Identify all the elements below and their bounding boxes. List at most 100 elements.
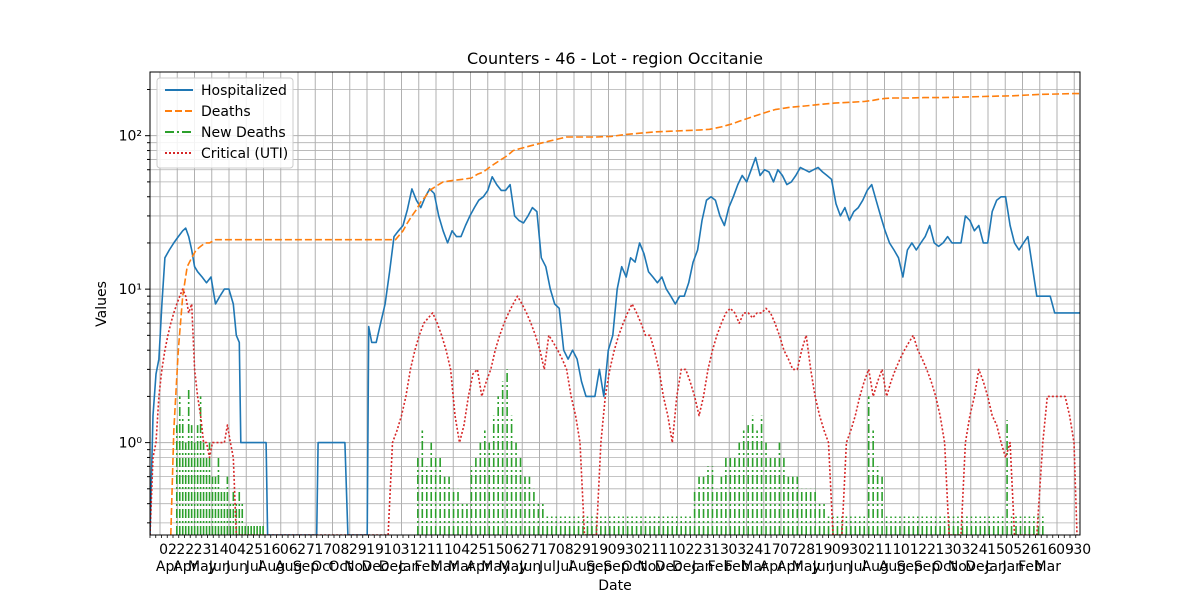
x-tick-day-label: 21: [642, 542, 660, 558]
x-tick-month-label: Apr: [760, 559, 784, 575]
x-tick-month-label: May: [188, 559, 217, 575]
x-tick-day-label: 19: [815, 542, 833, 558]
x-tick-day-label: 21: [418, 542, 436, 558]
x-tick-month-label: Oct: [328, 559, 353, 575]
x-tick-month-label: Jan: [1001, 559, 1024, 575]
x-tick-month-label: Dec: [672, 559, 699, 575]
x-tick-month-label: Apr: [777, 559, 801, 575]
x-tick-month-label: Feb: [708, 559, 733, 575]
x-tick-day-label: 23: [194, 542, 212, 558]
series-line-deaths: [170, 92, 1080, 535]
x-tick-day-label: 17: [314, 542, 332, 558]
x-tick-month-label: Apr: [156, 559, 180, 575]
x-tick-day-label: 11: [659, 542, 677, 558]
x-axis-label: Date: [598, 578, 631, 594]
x-tick-month-label: Oct: [311, 559, 336, 575]
x-tick-month-label: Jan: [984, 559, 1007, 575]
x-tick-day-label: 09: [1056, 542, 1074, 558]
x-tick-day-label: 19: [590, 542, 608, 558]
x-tick-day-label: 17: [763, 542, 781, 558]
x-tick-day-label: 19: [366, 542, 384, 558]
x-tick-day-label: 16: [263, 542, 281, 558]
x-tick-month-label: Nov: [948, 559, 975, 575]
plot-frame: [149, 71, 1081, 536]
x-tick-day-label: 15: [487, 542, 505, 558]
x-tick-month-label: Jul: [555, 559, 573, 575]
x-tick-day-label: 29: [573, 542, 591, 558]
x-tick-day-label: 22: [176, 542, 194, 558]
legend-new-deaths-label: New Deaths: [201, 125, 286, 141]
x-tick-day-label: 14: [211, 542, 229, 558]
x-tick-month-label: Apr: [466, 559, 490, 575]
x-tick-month-label: Jan: [398, 559, 421, 575]
x-tick-day-label: 03: [728, 542, 746, 558]
x-tick-month-label: Jun: [225, 559, 248, 575]
x-tick-month-label: Jul: [849, 559, 867, 575]
x-tick-month-label: Sep: [603, 559, 630, 575]
x-tick-month-label: Dec: [655, 559, 682, 575]
x-tick-month-label: Aug: [568, 559, 595, 575]
x-tick-day-label: 25: [245, 542, 263, 558]
x-tick-day-label: 04: [228, 542, 246, 558]
tick-layer: 10⁰10¹10²02Apr22Apr23May14Jun04Jun25Jul1…: [119, 88, 1091, 575]
x-tick-day-label: 07: [780, 542, 798, 558]
x-tick-month-label: Aug: [258, 559, 285, 575]
x-tick-day-label: 11: [435, 542, 453, 558]
x-tick-day-label: 09: [608, 542, 626, 558]
legend: Hospitalized Deaths New Deaths Critical …: [156, 77, 294, 169]
y-tick-label: 10²: [119, 129, 142, 145]
x-tick-day-label: 28: [797, 542, 815, 558]
x-tick-day-label: 04: [452, 542, 470, 558]
x-tick-month-label: Feb: [1018, 559, 1043, 575]
x-tick-month-label: Dec: [379, 559, 406, 575]
x-tick-month-label: Jun: [208, 559, 231, 575]
x-tick-day-label: 31: [401, 542, 419, 558]
x-tick-day-label: 17: [539, 542, 557, 558]
x-tick-month-label: Mar: [1035, 559, 1062, 575]
x-tick-day-label: 27: [297, 542, 315, 558]
x-tick-day-label: 06: [504, 542, 522, 558]
x-tick-day-label: 13: [935, 542, 953, 558]
series-line-critical-uti: [150, 288, 1078, 535]
x-tick-month-label: Apr: [173, 559, 197, 575]
x-tick-month-label: May: [792, 559, 821, 575]
x-tick-day-label: 24: [970, 542, 988, 558]
x-tick-month-label: Aug: [862, 559, 889, 575]
x-tick-day-label: 30: [1073, 542, 1091, 558]
x-tick-month-label: Oct: [622, 559, 647, 575]
x-tick-day-label: 16: [1039, 542, 1057, 558]
x-tick-month-label: Sep: [586, 559, 613, 575]
x-tick-day-label: 10: [383, 542, 401, 558]
chart-title: Counters - 46 - Lot - region Occitanie: [467, 49, 763, 68]
x-tick-month-label: Nov: [637, 559, 664, 575]
x-tick-day-label: 30: [625, 542, 643, 558]
legend-critical-label: Critical (UTI): [201, 146, 288, 162]
x-tick-month-label: Jul: [245, 559, 263, 575]
x-tick-month-label: Sep: [914, 559, 941, 575]
x-tick-month-label: May: [499, 559, 528, 575]
x-tick-month-label: Oct: [932, 559, 957, 575]
x-tick-day-label: 30: [849, 542, 867, 558]
x-tick-day-label: 25: [470, 542, 488, 558]
x-tick-month-label: Mar: [741, 559, 768, 575]
x-tick-month-label: Jun: [518, 559, 541, 575]
x-tick-month-label: Feb: [414, 559, 439, 575]
x-tick-day-label: 08: [556, 542, 574, 558]
x-tick-day-label: 27: [521, 542, 539, 558]
series-layer: [150, 92, 1080, 535]
x-tick-month-label: May: [481, 559, 510, 575]
x-tick-day-label: 09: [832, 542, 850, 558]
x-tick-month-label: Feb: [725, 559, 750, 575]
x-tick-day-label: 06: [280, 542, 298, 558]
x-tick-month-label: Aug: [879, 559, 906, 575]
x-tick-day-label: 22: [918, 542, 936, 558]
x-tick-day-label: 21: [866, 542, 884, 558]
x-tick-month-label: Dec: [965, 559, 992, 575]
x-tick-day-label: 29: [349, 542, 367, 558]
legend-box: [156, 77, 294, 169]
x-tick-month-label: Jan: [691, 559, 714, 575]
y-tick-label: 10¹: [119, 282, 142, 298]
x-tick-month-label: Sep: [897, 559, 924, 575]
x-tick-day-label: 26: [1022, 542, 1040, 558]
